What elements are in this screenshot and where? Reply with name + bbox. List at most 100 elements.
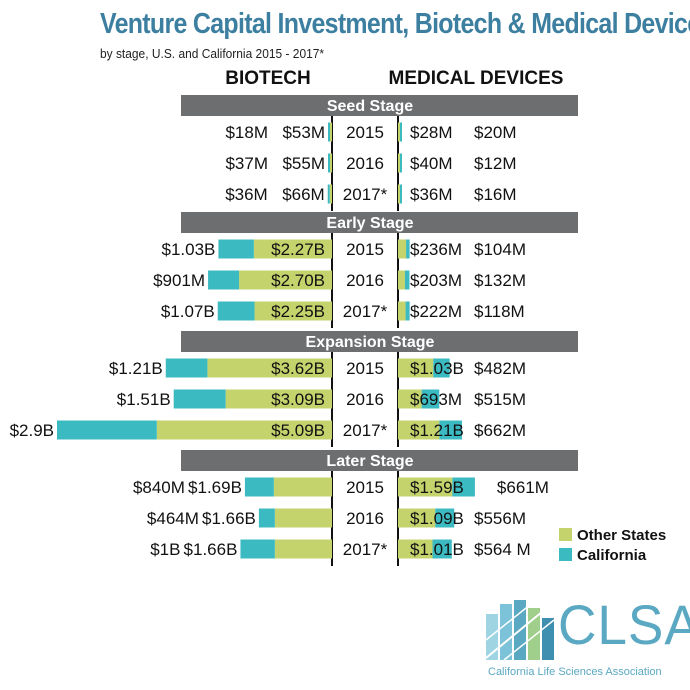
bar-meddev-other-states: [398, 153, 400, 173]
table-row: $1.69B$840M 2015 $1.59B $661M: [133, 477, 549, 497]
year-label: 2015: [346, 123, 384, 142]
bar-meddev-other-states: [398, 539, 433, 559]
label-meddev-california: $515M: [474, 390, 526, 409]
bar-biotech-california: [173, 389, 226, 409]
bar-biotech-other-states: [329, 184, 332, 204]
bar-meddev-california: [439, 420, 462, 440]
label-biotech-california: $18M: [225, 123, 268, 142]
label-biotech-other-states: $2.27B: [271, 240, 325, 259]
stage-group: Expansion Stage $3.62B $1.21B 2015 $1.03B $48…: [10, 331, 578, 440]
label-meddev-other-states: $28M: [410, 123, 453, 142]
legend-swatch: [559, 528, 572, 541]
year-label: 2017*: [343, 421, 388, 440]
legend-swatch: [559, 548, 572, 561]
label-biotech-other-states: $2.70B: [271, 271, 325, 290]
label-biotech-california: $901M: [153, 271, 205, 290]
legend-item: Other States: [559, 527, 666, 544]
bar-meddev-other-states: [398, 420, 440, 440]
bar-biotech-other-states: [253, 239, 332, 259]
bar-meddev-california: [405, 301, 410, 321]
table-row: $55M $37M 2016 $40M $12M: [225, 153, 517, 173]
bar-meddev-california: [432, 539, 452, 559]
table-row: $3.09B $1.51B 2016 $693M $515M: [117, 389, 526, 409]
bar-biotech-other-states: [330, 122, 332, 142]
stage-header-bar: [181, 212, 578, 233]
label-biotech-other-states: $66M: [282, 185, 325, 204]
label-biotech-other-states: $1.69B: [188, 478, 242, 497]
bar-biotech-california: [217, 301, 255, 321]
bar-meddev-other-states: [398, 270, 405, 290]
bar-meddev-california: [452, 477, 475, 497]
bar-biotech-other-states: [225, 389, 332, 409]
table-row: $2.25B $1.07B 2017* $222M $118M: [161, 301, 525, 321]
bar-biotech-california: [258, 508, 275, 528]
logo-tagline: California Life Sciences Association: [488, 666, 662, 678]
year-label: 2016: [346, 509, 384, 528]
label-biotech-other-states: $1.66B: [202, 509, 256, 528]
table-row: $1.66B$464M 2016 $1.09B $556M: [147, 508, 526, 528]
bar-meddev-other-states: [398, 184, 400, 204]
legend: Other States California: [559, 527, 666, 564]
label-meddev-california: $16M: [474, 185, 517, 204]
label-meddev-other-states: $693M: [410, 390, 462, 409]
table-row: $3.62B $1.21B 2015 $1.03B $482M: [109, 358, 526, 378]
bar-biotech-other-states: [207, 358, 332, 378]
bar-meddev-other-states: [398, 122, 400, 142]
bar-biotech-california: [244, 477, 274, 497]
stage-header-bar: [181, 95, 578, 116]
legend-item: California: [559, 547, 647, 564]
label-biotech-california: $1B: [150, 540, 180, 559]
label-meddev-california: $12M: [474, 154, 517, 173]
label-meddev-other-states: $1.01B: [410, 540, 464, 559]
label-meddev-other-states: $36M: [410, 185, 453, 204]
table-row: $66M $36M 2017* $36M $16M: [225, 184, 517, 204]
label-meddev-california: $564 M: [474, 540, 531, 559]
label-biotech-california: $36M: [225, 185, 268, 204]
label-meddev-other-states: $203M: [410, 271, 462, 290]
label-biotech-california: $464M: [147, 509, 199, 528]
bar-biotech-california: [240, 539, 275, 559]
stage-groups: Seed Stage$53M $18M 2015 $28M $20M $55M $37M 20…: [10, 95, 578, 559]
label-meddev-california: $556M: [474, 509, 526, 528]
bar-biotech-other-states: [254, 301, 332, 321]
legend-label: Other States: [577, 527, 666, 544]
bar-meddev-california: [421, 389, 440, 409]
label-biotech-california: $1.21B: [109, 359, 163, 378]
stage-group: Early Stage$2.27B$1.03B 2015 $236M $104M$2.…: [153, 212, 578, 321]
label-meddev-california: $132M: [474, 271, 526, 290]
table-row: $2.70B $901M 2016 $203M $132M: [153, 270, 526, 290]
label-biotech-other-states: $2.25B: [271, 302, 325, 321]
year-label: 2015: [346, 240, 384, 259]
stage-label: Early Stage: [326, 215, 413, 232]
label-meddev-other-states: $1.21B: [410, 421, 464, 440]
bar-meddev-other-states: [398, 508, 436, 528]
bar-biotech-other-states: [239, 270, 332, 290]
bar-meddev-other-states: [398, 301, 406, 321]
label-meddev-california: $662M: [474, 421, 526, 440]
column-headers: BIOTECH MEDICAL DEVICES: [225, 68, 563, 89]
label-biotech-other-states: $53M: [282, 123, 325, 142]
label-biotech-california: $2.9B: [10, 421, 54, 440]
label-biotech-other-states: $5.09B: [271, 421, 325, 440]
bar-meddev-california: [400, 122, 402, 142]
bar-meddev-other-states: [398, 239, 407, 259]
label-biotech-california: $840M: [133, 478, 185, 497]
label-meddev-california: $661M: [497, 478, 549, 497]
bar-meddev-other-states: [398, 389, 422, 409]
bar-meddev-california: [435, 508, 455, 528]
bar-biotech-other-states: [330, 153, 332, 173]
label-meddev-other-states: $40M: [410, 154, 453, 173]
label-biotech-california: $1.03B: [162, 240, 216, 259]
stage-group: Seed Stage$53M $18M 2015 $28M $20M $55M $37M 20…: [181, 95, 578, 204]
stage-header-bar: [181, 450, 578, 471]
label-biotech-california: $37M: [225, 154, 268, 173]
bar-biotech-california: [208, 270, 240, 290]
label-biotech-other-states: $1.66B: [184, 540, 238, 559]
chart-title: Venture Capital Investment, Biotech & Me…: [100, 8, 690, 40]
label-biotech-other-states: $55M: [282, 154, 325, 173]
bar-meddev-california: [400, 184, 402, 204]
label-meddev-california: $20M: [474, 123, 517, 142]
bar-meddev-california: [404, 270, 410, 290]
bar-meddev-other-states: [398, 477, 453, 497]
